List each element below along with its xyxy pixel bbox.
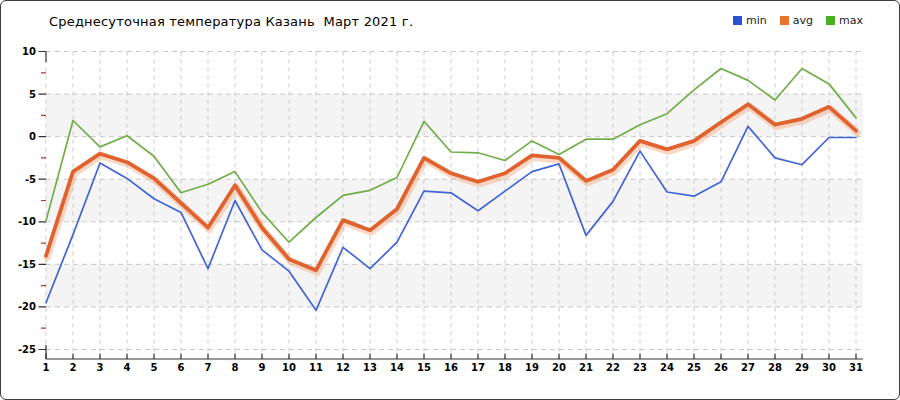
chart-title: Среднесуточная температура Казань Март 2… bbox=[49, 14, 413, 29]
x-tick-label: 17 bbox=[471, 362, 485, 373]
legend-label-avg: avg bbox=[793, 14, 813, 27]
legend-swatch-min-icon bbox=[733, 16, 742, 25]
legend-swatch-avg-icon bbox=[780, 16, 789, 25]
x-tick-label: 16 bbox=[444, 362, 458, 373]
x-tick-label: 20 bbox=[552, 362, 566, 373]
legend-label-min: min bbox=[746, 14, 767, 27]
y-tick-label: 5 bbox=[29, 89, 36, 100]
x-tick-label: 5 bbox=[151, 362, 158, 373]
x-tick-label: 15 bbox=[417, 362, 431, 373]
x-tick-label: 26 bbox=[714, 362, 728, 373]
legend-label-max: max bbox=[839, 14, 863, 27]
x-tick-label: 31 bbox=[849, 362, 863, 373]
x-tick-label: 19 bbox=[525, 362, 539, 373]
plot-band bbox=[46, 179, 863, 222]
y-tick-label: -10 bbox=[18, 216, 36, 227]
chart-panel: 1050-5-10-15-20-251234567891011121314151… bbox=[0, 0, 900, 400]
x-tick-label: 23 bbox=[633, 362, 647, 373]
x-tick-label: 29 bbox=[795, 362, 809, 373]
x-tick-label: 10 bbox=[282, 362, 296, 373]
x-tick-label: 6 bbox=[178, 362, 185, 373]
y-tick-label: 10 bbox=[22, 46, 36, 57]
chart-canvas: 1050-5-10-15-20-251234567891011121314151… bbox=[1, 1, 899, 399]
x-tick-label: 13 bbox=[363, 362, 377, 373]
x-tick-label: 21 bbox=[579, 362, 593, 373]
x-tick-label: 12 bbox=[336, 362, 350, 373]
y-tick-label: 0 bbox=[29, 131, 36, 142]
x-tick-label: 8 bbox=[232, 362, 239, 373]
plot-band bbox=[46, 264, 863, 307]
x-tick-label: 24 bbox=[660, 362, 674, 373]
legend: min avg max bbox=[733, 14, 863, 27]
x-tick-label: 30 bbox=[822, 362, 836, 373]
x-tick-label: 2 bbox=[70, 362, 77, 373]
legend-item-min[interactable]: min bbox=[733, 14, 767, 27]
x-tick-label: 22 bbox=[606, 362, 620, 373]
x-tick-label: 18 bbox=[498, 362, 512, 373]
x-tick-label: 4 bbox=[124, 362, 131, 373]
x-tick-label: 7 bbox=[205, 362, 212, 373]
x-tick-label: 11 bbox=[309, 362, 323, 373]
x-tick-label: 28 bbox=[768, 362, 782, 373]
x-tick-label: 1 bbox=[43, 362, 50, 373]
x-tick-label: 27 bbox=[741, 362, 755, 373]
y-tick-label: -25 bbox=[18, 344, 36, 355]
x-tick-label: 9 bbox=[259, 362, 266, 373]
x-tick-label: 14 bbox=[390, 362, 404, 373]
legend-item-avg[interactable]: avg bbox=[780, 14, 813, 27]
y-tick-label: -5 bbox=[25, 174, 36, 185]
legend-swatch-max-icon bbox=[826, 16, 835, 25]
y-tick-label: -20 bbox=[18, 301, 36, 312]
y-tick-label: -15 bbox=[18, 259, 36, 270]
legend-item-max[interactable]: max bbox=[826, 14, 863, 27]
x-tick-label: 25 bbox=[687, 362, 701, 373]
x-tick-label: 3 bbox=[97, 362, 104, 373]
